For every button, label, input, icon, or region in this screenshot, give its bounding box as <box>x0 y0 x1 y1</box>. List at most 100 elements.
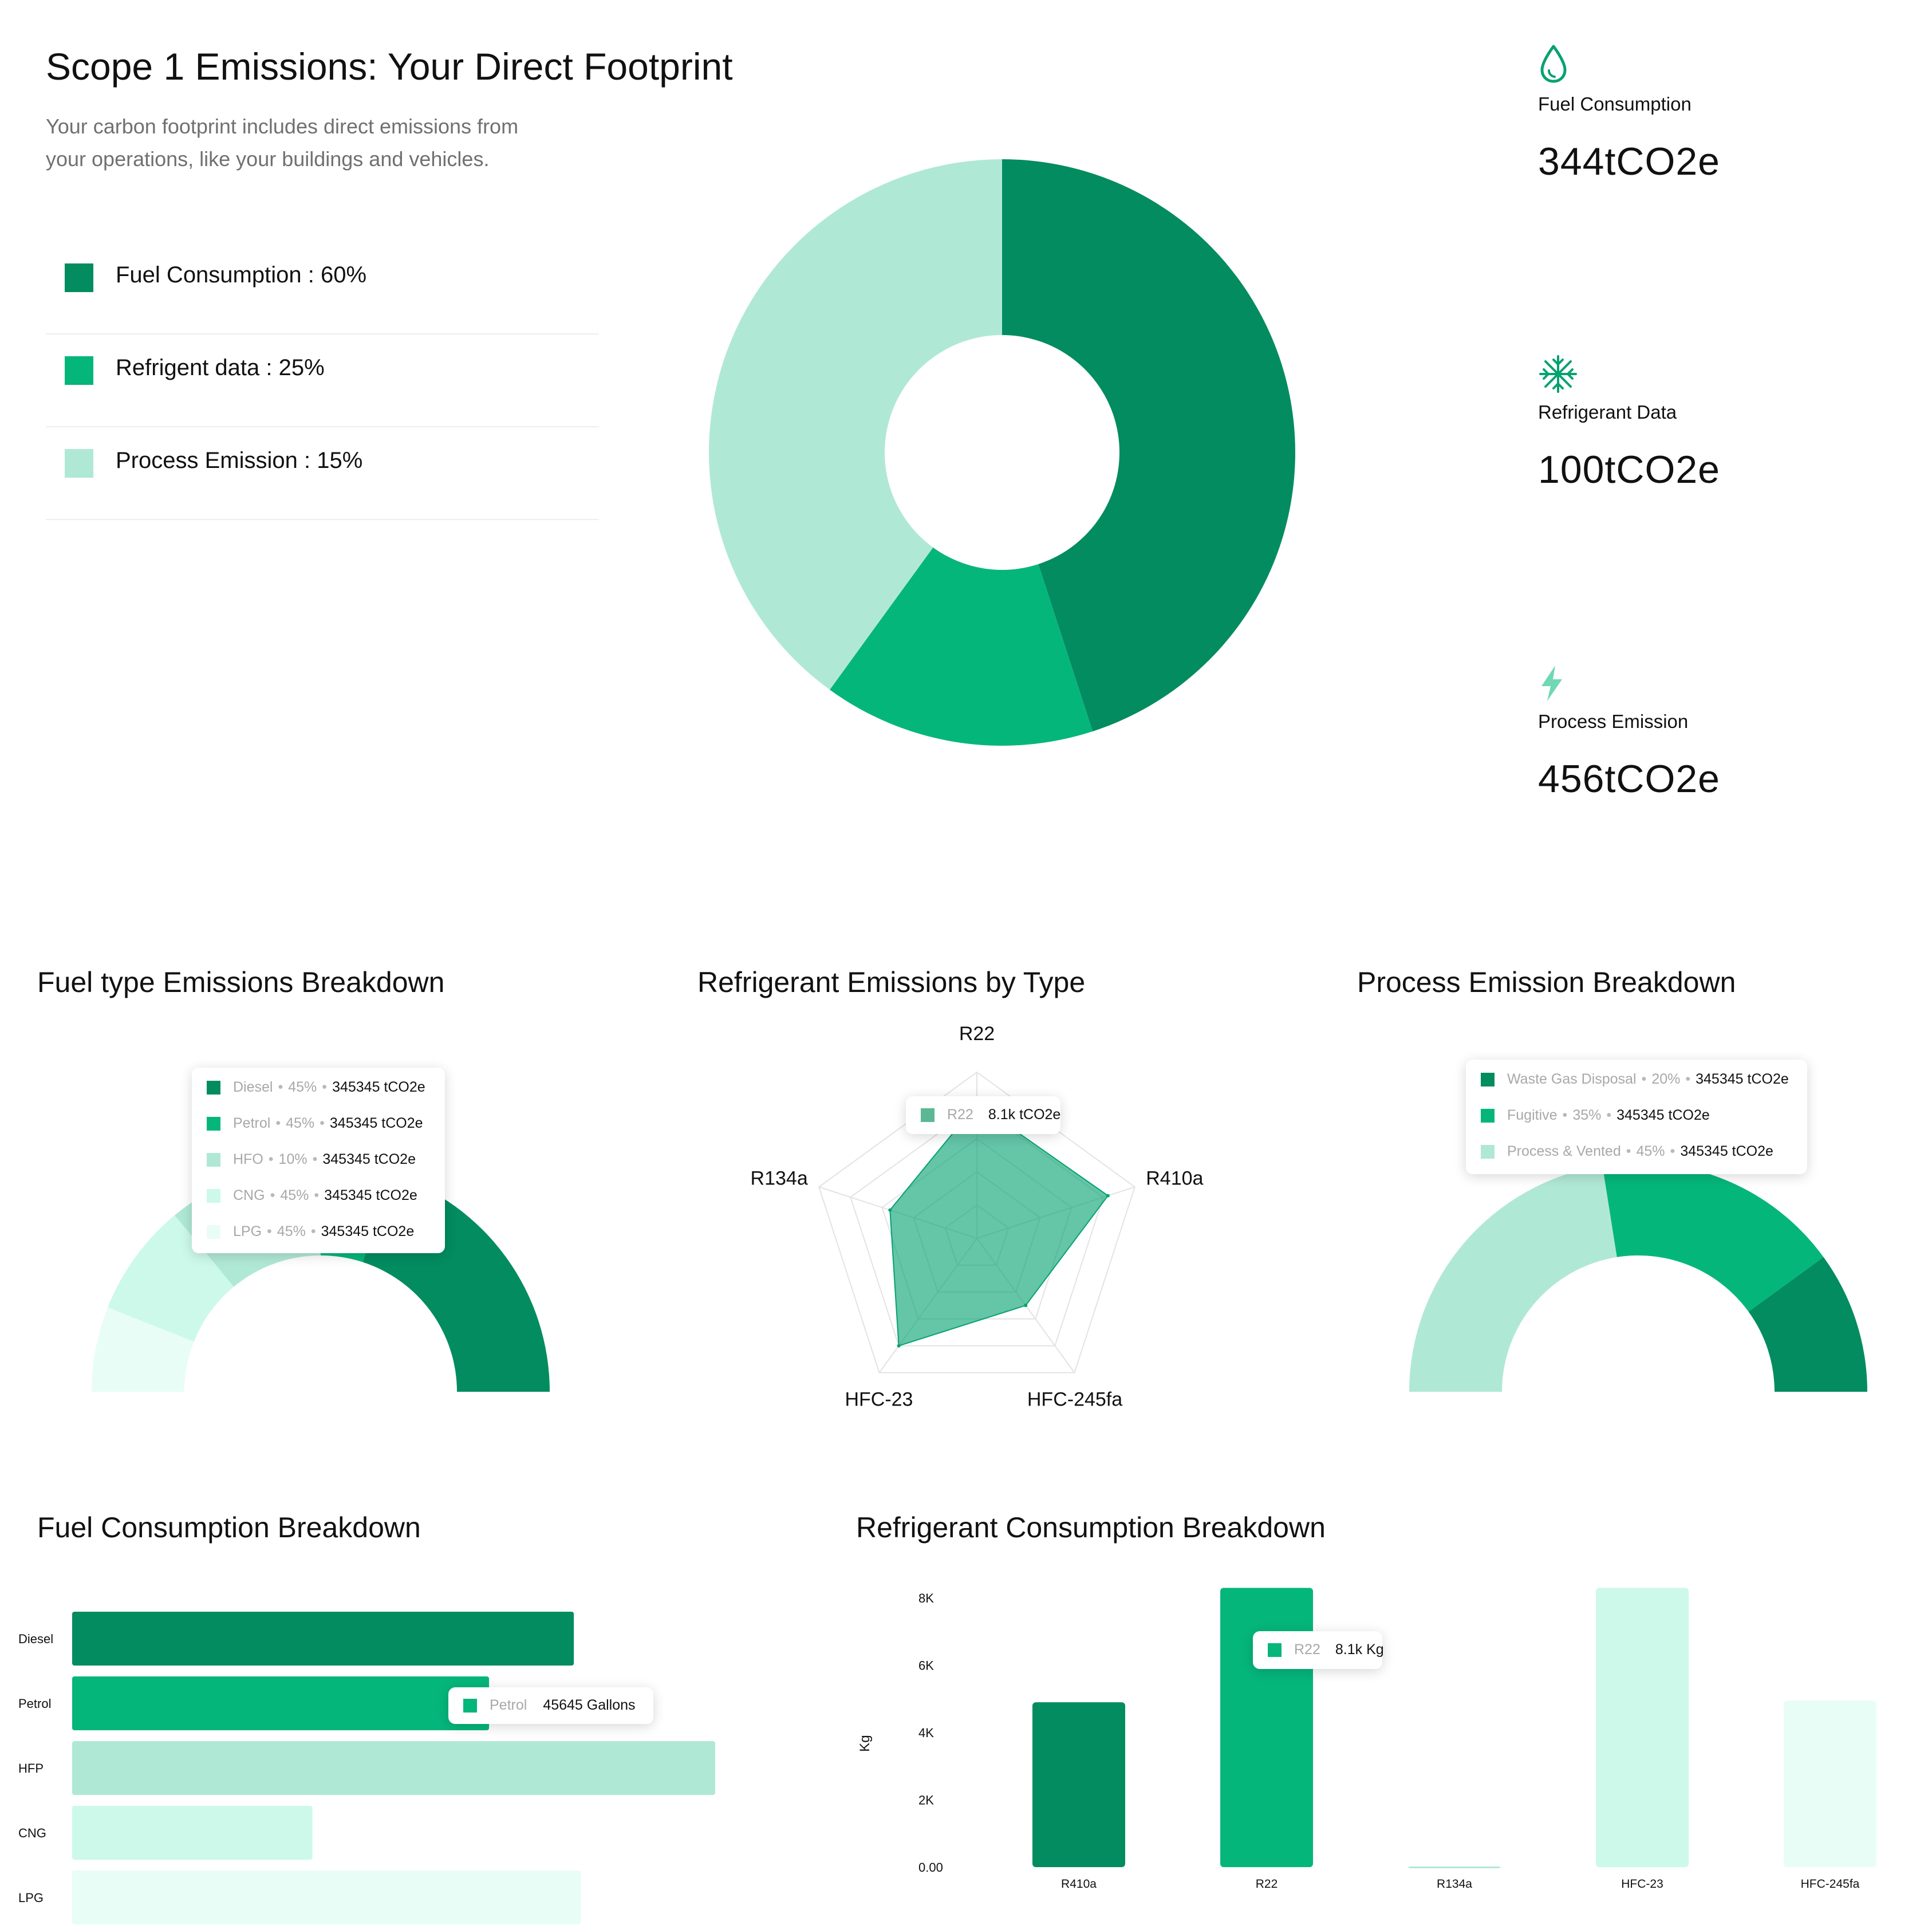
gauge-segment-process-vented[interactable] <box>1409 1165 1617 1392</box>
radar-point-hfc-245fa[interactable] <box>1024 1304 1028 1308</box>
tooltip-value: 345345 tCO2e <box>321 1223 415 1239</box>
y-tick-label: 4K <box>918 1726 934 1740</box>
section-title-refrigerant-consumption: Refrigerant Consumption Breakdown <box>856 1511 1326 1544</box>
bar-hfc-23[interactable] <box>1596 1588 1689 1867</box>
kpi-process: Process Emission 456tCO2e <box>1538 664 1720 801</box>
donut-slice-process-emission[interactable] <box>709 159 1002 690</box>
y-tick-label: 6K <box>918 1659 934 1673</box>
scope1-donut-chart <box>709 159 1295 746</box>
bar-petrol[interactable] <box>72 1676 490 1730</box>
radar-point-r410a[interactable] <box>1106 1194 1110 1198</box>
kpi-label: Fuel Consumption <box>1538 93 1692 115</box>
tooltip-swatch <box>1481 1145 1495 1159</box>
fuel-bar-tooltip: Petrol 45645 Gallons <box>448 1687 653 1724</box>
tooltip-swatch <box>207 1189 220 1203</box>
tooltip-value: 345345 tCO2e <box>329 1115 423 1131</box>
tooltip-value: 345345 tCO2e <box>1680 1143 1773 1159</box>
tooltip-name: Petrol <box>233 1115 271 1131</box>
bar-r134a[interactable] <box>1408 1866 1501 1868</box>
tooltip-pct: 45% <box>280 1187 309 1203</box>
legend-label: Refrigent data : 25% <box>116 355 325 380</box>
tooltip-separator: • <box>1685 1071 1691 1087</box>
bar-lpg[interactable] <box>72 1871 581 1924</box>
fuel-consumption-bar-chart: Diesel Petrol HFP CNG LPG <box>18 1612 715 1924</box>
bar-hfc-245fa[interactable] <box>1784 1700 1876 1867</box>
legend-label: Fuel Consumption : 60% <box>116 262 367 288</box>
tooltip-swatch <box>921 1108 935 1123</box>
category-label-diesel: Diesel <box>18 1632 53 1646</box>
legend-item-process[interactable]: Process Emission : 15% <box>46 426 599 520</box>
x-tick-label-hfc-245fa: HFC-245fa <box>1801 1877 1860 1891</box>
refrigerant-consumption-bar-chart: 0.00 2K 4K 6K 8K Kg R410a R22 R134a HFC-23 HFC-245… <box>857 1588 1876 1891</box>
tooltip-row: Petrol 45645 Gallons <box>463 1697 636 1714</box>
y-axis-label: Kg <box>857 1735 873 1751</box>
radar-point-hfc-23[interactable] <box>897 1344 901 1348</box>
tooltip-separator: • <box>1606 1107 1612 1123</box>
tooltip-separator: • <box>268 1151 274 1167</box>
radar-axis-label-r134a: R134a <box>751 1167 808 1189</box>
radar-point-r134a[interactable] <box>888 1208 892 1212</box>
page-subtitle: Your carbon footprint includes direct em… <box>46 110 618 175</box>
section-title-fuel-consumption: Fuel Consumption Breakdown <box>37 1511 421 1544</box>
tooltip-swatch <box>1268 1643 1282 1658</box>
tooltip-row: Diesel • 45% • 345345 tCO2e <box>207 1079 425 1096</box>
kpi-refrigerant: Refrigerant Data 100tCO2e <box>1538 354 1720 492</box>
kpi-fuel: Fuel Consumption 344tCO2e <box>1538 44 1720 184</box>
donut-slice-refrigent-data[interactable] <box>830 547 1093 746</box>
tooltip-value: 345345 tCO2e <box>324 1187 417 1203</box>
tooltip-separator: • <box>312 1151 318 1167</box>
tooltip-swatch <box>207 1081 220 1095</box>
fuel-type-tooltip: Diesel • 45% • 345345 tCO2e Petrol • 45% • 34534… <box>192 1068 445 1253</box>
bar-cng[interactable] <box>72 1806 313 1860</box>
tooltip-separator: • <box>278 1079 283 1095</box>
radar-series-area[interactable] <box>889 1103 1109 1347</box>
gauge-segment-lpg[interactable] <box>92 1307 194 1392</box>
tooltip-name: Process & Vented <box>1507 1143 1621 1159</box>
y-tick-label: 0.00 <box>918 1860 943 1875</box>
tooltip-separator: • <box>322 1079 328 1095</box>
category-label-lpg: LPG <box>18 1891 44 1905</box>
bar-r410a[interactable] <box>1032 1702 1125 1867</box>
tooltip-name: Diesel <box>233 1079 273 1095</box>
category-label-hfp: HFP <box>18 1761 44 1776</box>
tooltip-row: Process & Vented • 45% • 345345 tCO2e <box>1481 1143 1773 1160</box>
gauge-segment-cng[interactable] <box>108 1215 234 1342</box>
bar-diesel[interactable] <box>72 1612 574 1666</box>
tooltip-separator: • <box>320 1115 325 1131</box>
tooltip-name: LPG <box>233 1223 262 1239</box>
tooltip-row: HFO • 10% • 345345 tCO2e <box>207 1151 416 1168</box>
category-label-cng: CNG <box>18 1826 46 1840</box>
y-tick-label: 8K <box>918 1591 934 1605</box>
refrigerant-bar-tooltip: R22 8.1k Kg <box>1253 1631 1384 1669</box>
bar-hfp[interactable] <box>72 1741 715 1795</box>
tooltip-row: Fugitive • 35% • 345345 tCO2e <box>1481 1107 1710 1124</box>
tooltip-name: Fugitive <box>1507 1107 1558 1123</box>
tooltip-pct: 20% <box>1651 1071 1681 1087</box>
section-title-process: Process Emission Breakdown <box>1357 966 1736 998</box>
tooltip-separator: • <box>1641 1071 1647 1087</box>
gauge-segment-waste-gas-disposal[interactable] <box>1748 1257 1867 1392</box>
legend-item-fuel[interactable]: Fuel Consumption : 60% <box>46 241 599 334</box>
donut-slice-fuel-consumption[interactable] <box>1002 159 1295 731</box>
lightning-icon <box>1541 666 1562 701</box>
tooltip-value: 345345 tCO2e <box>322 1151 416 1167</box>
tooltip-name: Petrol <box>490 1697 527 1713</box>
bar-r22[interactable] <box>1220 1588 1313 1867</box>
legend-item-refrigerant[interactable]: Refrigent data : 25% <box>46 333 599 427</box>
tooltip-swatch <box>207 1225 220 1239</box>
tooltip-pct: 45% <box>288 1079 317 1095</box>
kpi-label: Process Emission <box>1538 711 1689 732</box>
tooltip-pct: 10% <box>278 1151 307 1167</box>
tooltip-value: 8.1k Kg <box>1335 1641 1384 1658</box>
radar-axis-label-hfc-23: HFC-23 <box>845 1389 913 1411</box>
tooltip-value: 345345 tCO2e <box>1696 1071 1789 1087</box>
droplet-icon <box>1540 45 1567 83</box>
tooltip-swatch <box>207 1117 220 1131</box>
section-title-refrigerant-type: Refrigerant Emissions by Type <box>697 966 1086 998</box>
kpi-value: 100tCO2e <box>1538 448 1720 491</box>
subtitle-line: your operations, like your buildings and… <box>46 147 490 171</box>
subtitle-line: Your carbon footprint includes direct em… <box>46 115 519 138</box>
tooltip-row: R22 8.1k Kg <box>1268 1641 1384 1659</box>
tooltip-swatch <box>1481 1073 1495 1087</box>
gauge-segment-fugitive[interactable] <box>1602 1163 1824 1312</box>
